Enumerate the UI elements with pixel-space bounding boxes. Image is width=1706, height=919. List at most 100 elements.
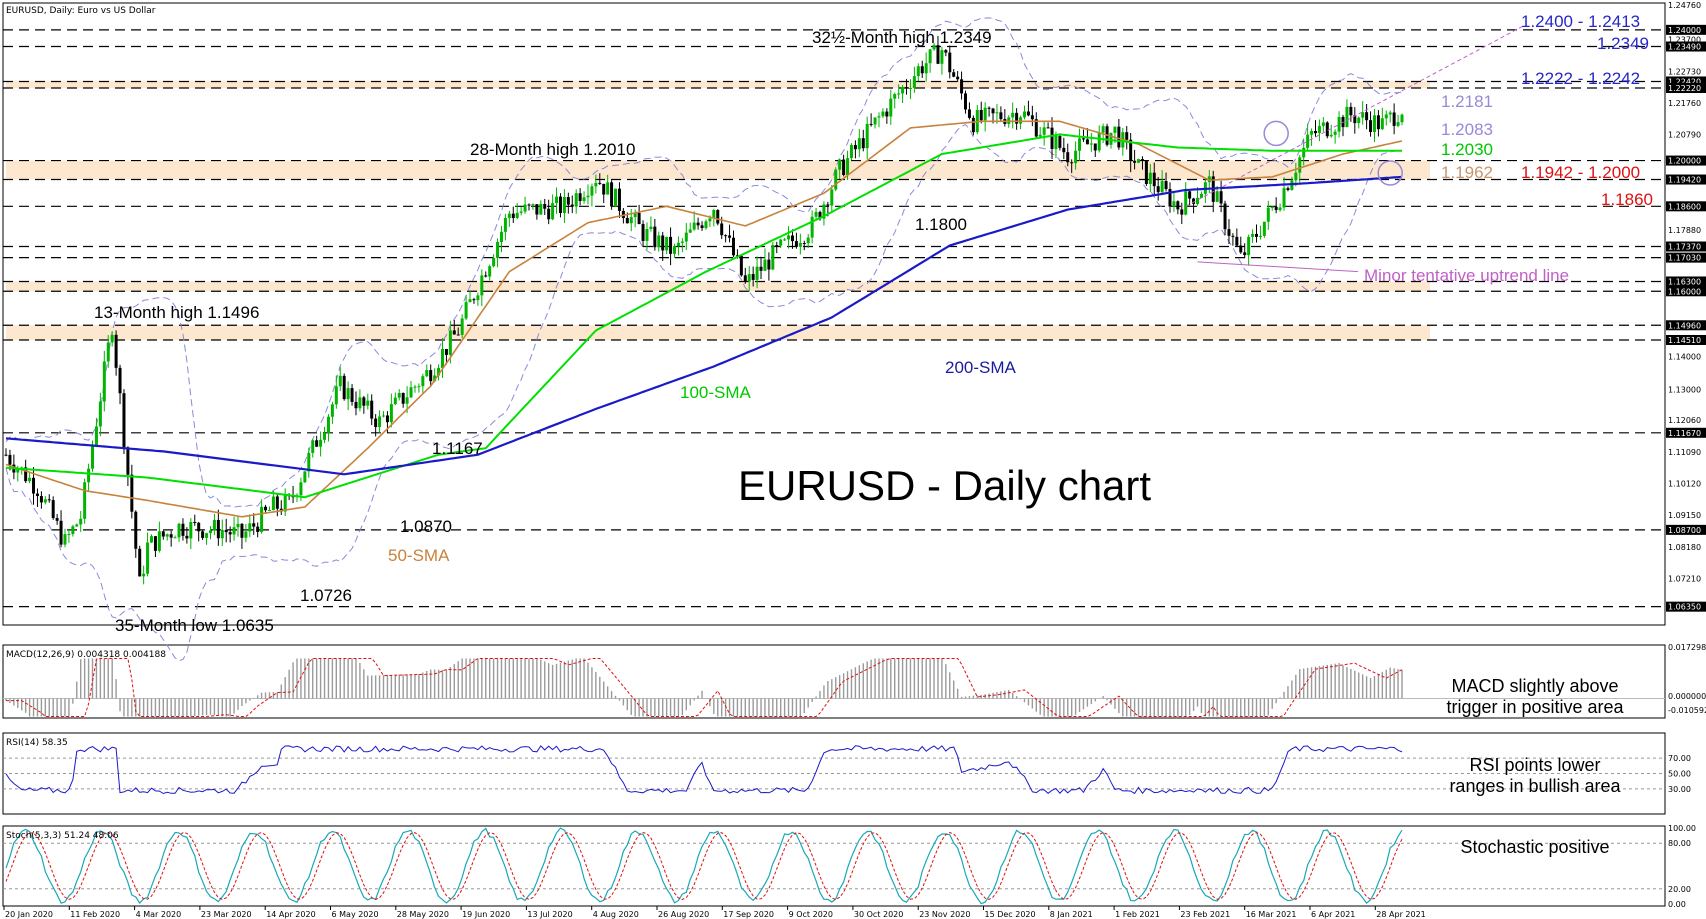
- candle: [157, 521, 161, 553]
- candle: [1066, 143, 1070, 167]
- candle-body: [32, 477, 36, 494]
- candle: [1015, 108, 1019, 130]
- candle: [1262, 221, 1266, 238]
- candle-body: [712, 209, 716, 219]
- candle-body: [503, 217, 507, 232]
- candle-body: [232, 527, 236, 535]
- price-tick-label: 1.20000: [1668, 157, 1701, 166]
- candle: [960, 71, 964, 100]
- candle: [570, 195, 574, 214]
- candle: [901, 85, 905, 104]
- candle-body: [1345, 106, 1349, 128]
- candle-body: [476, 295, 480, 301]
- candle: [267, 506, 271, 512]
- price-tick-label: 1.16300: [1668, 277, 1701, 286]
- candle: [787, 226, 791, 249]
- price-tick-label: 1.23700: [1668, 36, 1701, 45]
- time-tick-label: 1 Feb 2021: [1115, 910, 1160, 919]
- candle: [1258, 225, 1262, 240]
- candle-body: [901, 87, 905, 94]
- price-tick-label: 1.18600: [1668, 202, 1701, 211]
- candle-body: [1097, 132, 1101, 151]
- candle: [1317, 119, 1321, 142]
- macd-panel: [2, 644, 1666, 719]
- candle-body: [212, 519, 216, 531]
- candle-body: [24, 467, 28, 482]
- candle: [649, 216, 653, 232]
- candle-body: [94, 426, 98, 446]
- candle: [1247, 234, 1251, 266]
- candle-body: [649, 226, 653, 229]
- candle-body: [1251, 233, 1255, 237]
- annotation-28-month-high: 28-Month high 1.2010: [470, 140, 635, 159]
- candle: [208, 526, 212, 540]
- candle-body: [602, 183, 606, 195]
- candle-body: [527, 204, 531, 206]
- candle: [87, 463, 91, 492]
- candle: [629, 209, 633, 232]
- candle-body: [134, 511, 138, 549]
- candle-body: [853, 145, 857, 150]
- candle: [865, 116, 869, 160]
- candle-body: [680, 241, 684, 243]
- candle-body: [519, 211, 523, 213]
- candle: [975, 104, 979, 135]
- candle: [594, 174, 598, 194]
- candle-body: [326, 416, 330, 434]
- candle: [315, 435, 319, 448]
- candle-body: [1089, 143, 1093, 145]
- price-tick-box: [1666, 601, 1706, 612]
- label-200-sma: 200-SMA: [945, 358, 1017, 377]
- candle: [496, 238, 500, 268]
- candle: [71, 524, 75, 537]
- candle-body: [511, 213, 515, 218]
- candle-body: [315, 440, 319, 447]
- price-band-3: [6, 325, 1430, 340]
- price-tick-box: [1666, 174, 1706, 185]
- candle-body: [1388, 112, 1392, 115]
- candle: [924, 52, 928, 82]
- candle: [421, 373, 425, 393]
- candle-body: [739, 255, 743, 276]
- time-tick-label: 15 Dec 2020: [985, 910, 1036, 919]
- candle-body: [1223, 203, 1227, 230]
- label-100-sma: 100-SMA: [680, 383, 752, 402]
- candle: [920, 60, 924, 78]
- candle: [1011, 102, 1015, 129]
- candle-body: [834, 169, 838, 190]
- level-label-1-2030: 1.2030: [1441, 140, 1493, 159]
- candle-body: [700, 225, 704, 229]
- candle: [1070, 159, 1074, 174]
- candle-body: [448, 330, 452, 355]
- candle: [641, 220, 645, 247]
- candle: [1164, 172, 1168, 192]
- candle: [488, 264, 492, 281]
- candle: [456, 327, 460, 336]
- candle: [582, 191, 586, 204]
- candle: [566, 192, 570, 214]
- candle-body: [98, 401, 102, 427]
- candle: [1081, 129, 1085, 143]
- candle-body: [35, 493, 39, 497]
- candle-body: [1376, 115, 1380, 130]
- candle-body: [185, 535, 189, 539]
- candle: [519, 206, 523, 216]
- candle-body: [1062, 147, 1066, 153]
- stoch-tick-label: 100.00: [1668, 824, 1696, 833]
- candle-body: [1333, 131, 1337, 135]
- candle-body: [999, 112, 1003, 120]
- candle-body: [216, 519, 220, 539]
- candle: [153, 535, 157, 558]
- candle-body: [673, 246, 677, 254]
- time-tick-label: 11 Feb 2020: [70, 910, 120, 919]
- price-tick-label: 1.17030: [1668, 254, 1701, 263]
- candle-body: [1361, 112, 1365, 118]
- level-label-1-1962: 1.1962: [1441, 163, 1493, 182]
- candle: [908, 79, 912, 100]
- macd-signal-line: [6, 658, 1403, 717]
- candle-body: [177, 523, 181, 538]
- stoch-tick-label: 0.00: [1668, 900, 1686, 909]
- price-tick-label: 1.12060: [1668, 416, 1701, 425]
- price-tick-box: [1666, 241, 1706, 252]
- candle: [893, 92, 897, 109]
